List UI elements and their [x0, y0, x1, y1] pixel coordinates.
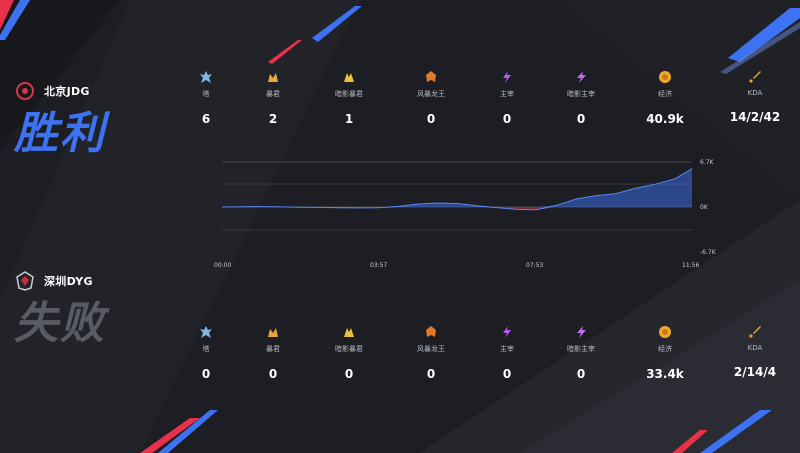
y-tick-zero: 0K [700, 204, 709, 211]
stat-label: 暗影主宰 [567, 345, 595, 353]
stat-label: 暴君 [266, 345, 280, 353]
gold-diff-line [221, 168, 693, 211]
x-tick-3: 11:56 [682, 262, 699, 269]
winner-stat-kda: KDA 14/2/42 [720, 70, 790, 124]
stat-label: 经济 [658, 345, 672, 353]
loser-stat-kda: KDA 2/14/4 [720, 325, 790, 379]
stat-value: 40.9k [646, 112, 684, 126]
loser-team-block: 深圳DYG 失败 [14, 270, 194, 346]
storm-dragon-icon [426, 71, 436, 82]
loser-stat-tyrant: 暴君 0 [238, 325, 308, 381]
stat-label: 暗影暴君 [335, 90, 363, 98]
winner-stats-row: 塔 6 暴君 2 暗影暴君 1 风暴龙王 0 主宰 0 暗影主宰 0 经济 40… [0, 70, 800, 130]
stat-value: 1 [344, 112, 354, 126]
stat-value: 0 [268, 367, 278, 381]
winner-stat-overlord: 主宰 0 [472, 70, 542, 126]
stat-label: KDA [747, 344, 763, 352]
gold-coin-icon [659, 71, 671, 83]
winner-stat-shadow-tyrant: 暗影暴君 1 [314, 70, 384, 126]
overlord-icon [503, 71, 511, 83]
stat-value: 6 [201, 112, 211, 126]
stat-value: 0 [502, 367, 512, 381]
stat-label: 风暴龙王 [417, 345, 445, 353]
stat-label: 暗影暴君 [335, 345, 363, 353]
y-tick-top: 6.7K [700, 159, 715, 166]
stat-label: 塔 [202, 345, 210, 353]
stat-label: 暗影主宰 [567, 90, 595, 98]
stat-label: 主宰 [500, 345, 514, 353]
loser-stat-overlord: 主宰 0 [472, 325, 542, 381]
stat-label: 风暴龙王 [417, 90, 445, 98]
sword-icon [749, 71, 761, 83]
loser-stat-shadow-overlord: 暗影主宰 0 [546, 325, 616, 381]
winner-stat-shadow-overlord: 暗影主宰 0 [546, 70, 616, 126]
x-tick-1: 03:57 [370, 262, 387, 269]
storm-dragon-icon [426, 326, 436, 337]
y-tick-bottom: -6.7K [700, 249, 717, 256]
loser-stat-gold: 经济 33.4k [630, 325, 700, 381]
loser-stats-row: 塔 0 暴君 0 暗影暴君 0 风暴龙王 0 主宰 0 暗影主宰 0 经济 33… [0, 325, 800, 385]
loser-team-header: 深圳DYG [14, 270, 194, 292]
stat-value: 14/2/42 [729, 110, 781, 124]
loser-stat-tower: 塔 0 [171, 325, 241, 381]
shadow-tyrant-icon [344, 73, 354, 82]
winner-stat-gold: 经济 40.9k [630, 70, 700, 126]
stat-label: 经济 [658, 90, 672, 98]
winner-team-name: 北京JDG [44, 85, 90, 98]
x-tick-2: 07:53 [526, 262, 543, 269]
stat-value: 0 [426, 112, 436, 126]
stat-label: 暴君 [266, 90, 280, 98]
stat-value: 0 [502, 112, 512, 126]
tower-icon [200, 71, 212, 83]
winner-stat-tyrant: 暴君 2 [238, 70, 308, 126]
stat-value: 0 [344, 367, 354, 381]
dyg-logo-icon [14, 270, 36, 292]
winner-result-label: 胜利 [14, 108, 106, 159]
stat-value: 0 [426, 367, 436, 381]
loser-stat-shadow-tyrant: 暗影暴君 0 [314, 325, 384, 381]
gold-diff-chart: 6.7K 0K -6.7K 00:00 03:57 07:53 11:56 [214, 159, 717, 269]
winner-stat-storm-dragon: 风暴龙王 0 [396, 70, 466, 126]
stat-value: 33.4k [646, 367, 684, 381]
stat-label: 塔 [202, 90, 210, 98]
tower-icon [200, 326, 212, 338]
loser-stat-storm-dragon: 风暴龙王 0 [396, 325, 466, 381]
loser-team-name: 深圳DYG [44, 275, 93, 288]
jdg-logo-icon [14, 80, 36, 102]
shadow-overlord-icon [577, 71, 586, 83]
gold-coin-icon [659, 326, 671, 338]
winner-stat-tower: 塔 6 [171, 70, 241, 126]
tyrant-icon [268, 328, 278, 337]
stat-label: 主宰 [500, 90, 514, 98]
shadow-overlord-icon [577, 326, 586, 338]
stat-value: 0 [576, 112, 586, 126]
gold-diff-area-positive [222, 168, 692, 207]
loser-result-label: 失败 [14, 298, 106, 349]
stat-value: 0 [576, 367, 586, 381]
stat-value: 2/14/4 [733, 365, 777, 379]
stat-value: 2 [268, 112, 278, 126]
x-tick-0: 00:00 [214, 262, 231, 269]
stat-value: 0 [201, 367, 211, 381]
shadow-tyrant-icon [344, 328, 354, 337]
sword-icon [749, 326, 761, 338]
winner-team-header: 北京JDG [14, 80, 194, 102]
winner-team-block: 北京JDG 胜利 [14, 80, 194, 156]
overlord-icon [503, 326, 511, 338]
stat-label: KDA [747, 89, 763, 97]
tyrant-icon [268, 73, 278, 82]
